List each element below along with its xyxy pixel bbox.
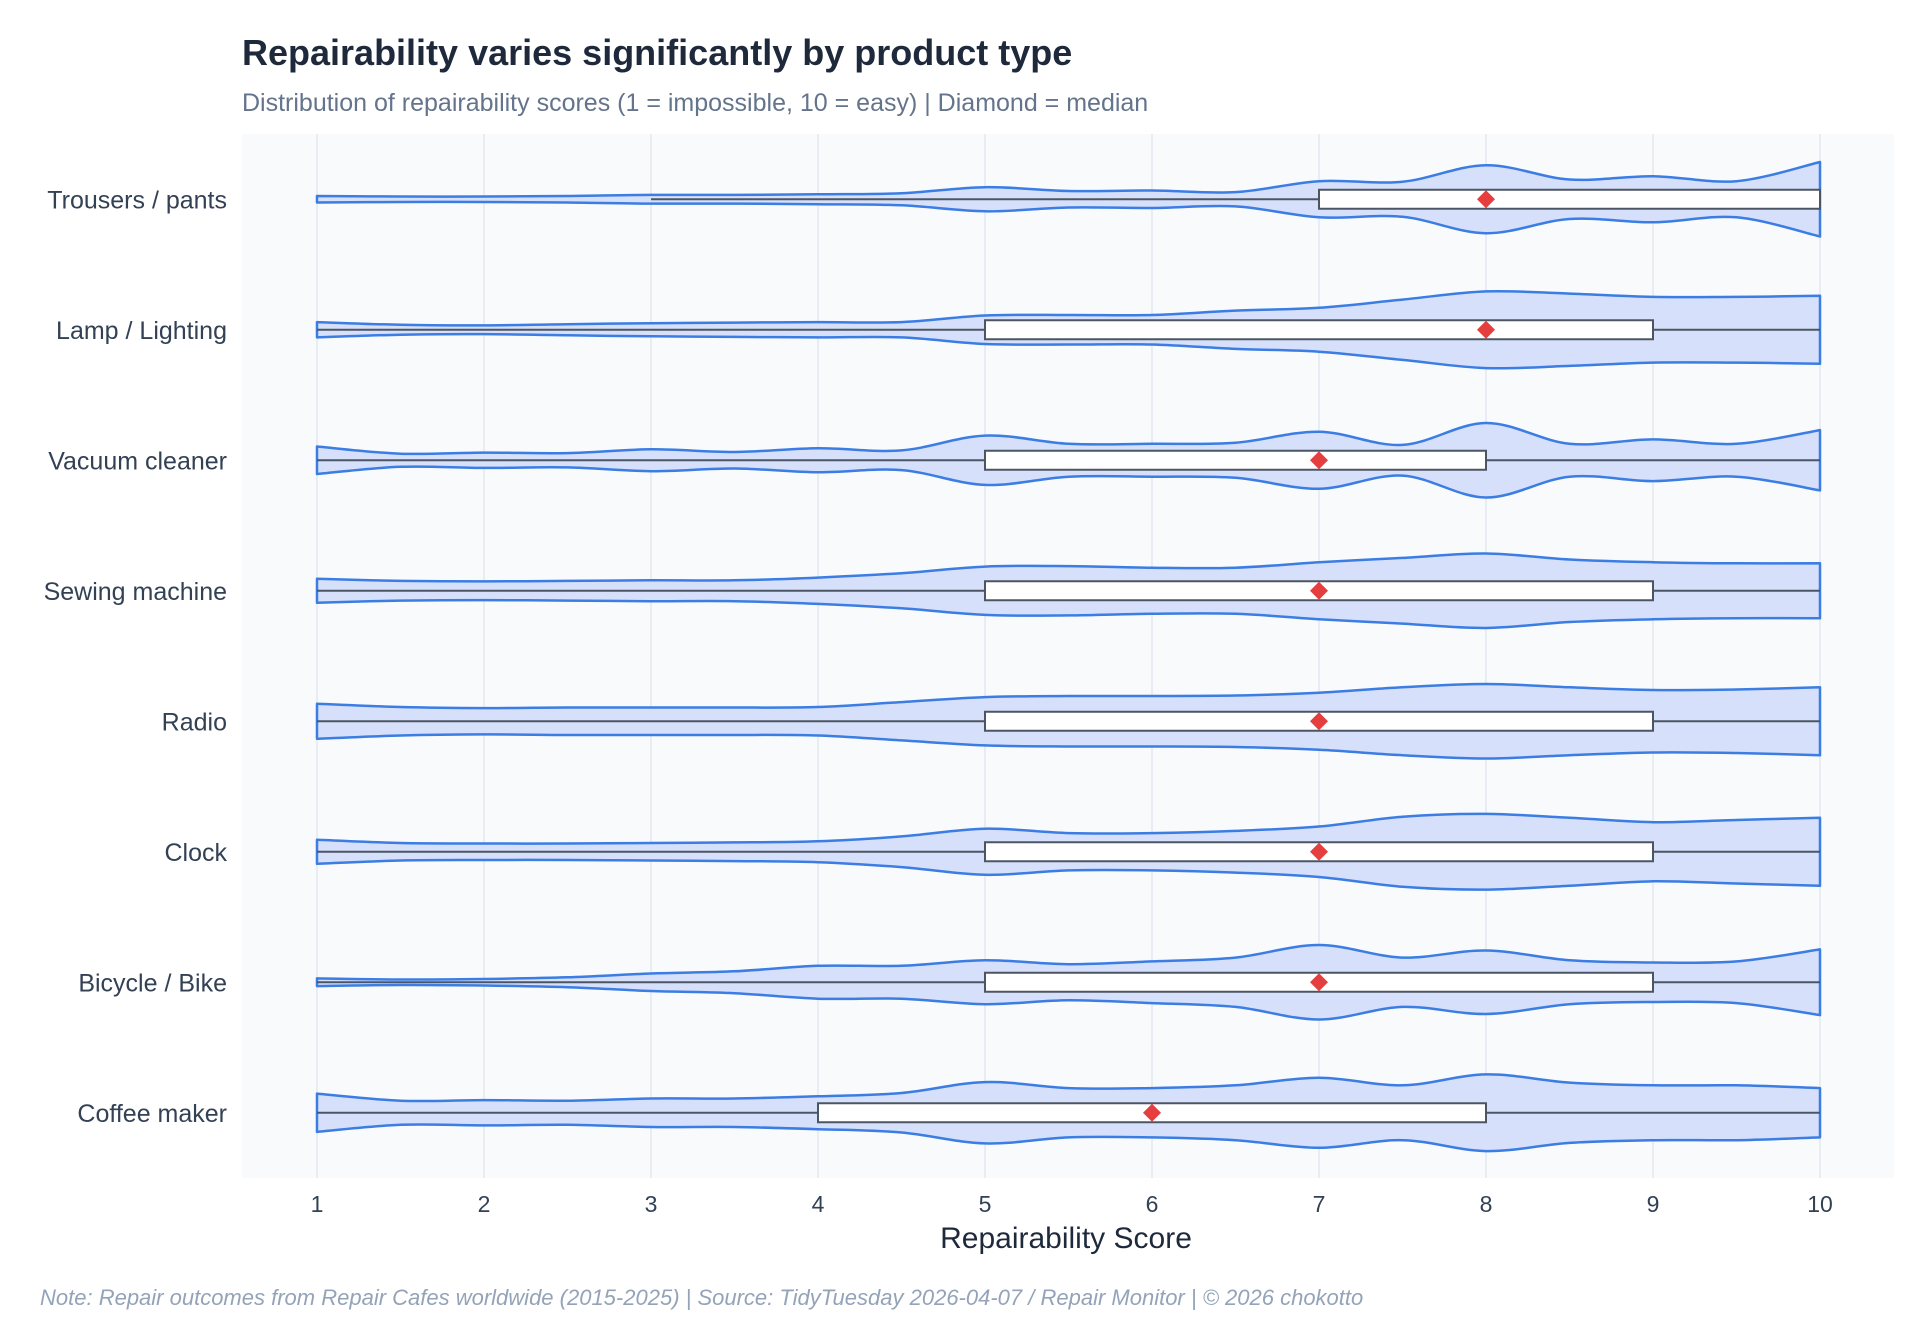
iqr-box (1318, 188, 1821, 210)
category-label: Coffee maker (77, 1100, 227, 1128)
footnote: Note: Repair outcomes from Repair Cafes … (40, 1285, 1363, 1310)
x-tick-label: 3 (645, 1191, 658, 1217)
category-label: Sewing machine (44, 578, 227, 606)
violin-group (315, 682, 1822, 760)
x-tick-label: 8 (1480, 1191, 1493, 1217)
median-diamond (1310, 581, 1328, 600)
x-tick-label: 5 (979, 1191, 992, 1217)
violin-group (315, 552, 1822, 630)
violin-group (315, 289, 1822, 370)
median-diamond (1477, 320, 1495, 339)
x-tick-label: 1 (311, 1191, 324, 1217)
violins (315, 160, 1822, 1153)
iqr-box (984, 319, 1654, 341)
category-labels: Trousers / pants Lamp / Lighting Vacuum cl… (44, 186, 228, 1128)
median-diamond (1310, 842, 1328, 861)
violin-group (315, 421, 1822, 499)
category-label: Radio (162, 708, 227, 736)
violin-group (315, 943, 1822, 1021)
x-tick-label: 2 (478, 1191, 491, 1217)
violin-group (315, 1073, 1822, 1153)
violin-group (315, 160, 1822, 238)
category-label: Bicycle / Bike (78, 969, 227, 997)
x-tick-labels: 1 2 3 4 5 6 7 8 9 10 (311, 1191, 1833, 1217)
chart-subtitle: Distribution of repairability scores (1 … (242, 89, 1148, 117)
violin-group (315, 812, 1822, 891)
chart-title: Repairability varies significantly by pr… (242, 32, 1072, 73)
x-tick-label: 7 (1313, 1191, 1326, 1217)
median-diamond (1310, 973, 1328, 992)
iqr-box (984, 449, 1487, 471)
plot-background (242, 134, 1894, 1178)
category-label: Clock (164, 839, 227, 867)
x-tick-label: 9 (1647, 1191, 1660, 1217)
x-tick-label: 6 (1146, 1191, 1159, 1217)
median-diamond (1477, 190, 1495, 209)
category-label: Lamp / Lighting (56, 317, 227, 345)
x-tick-label: 10 (1807, 1191, 1833, 1217)
category-label: Trousers / pants (47, 186, 227, 214)
category-label: Vacuum cleaner (48, 447, 227, 475)
x-axis-title: Repairability Score (940, 1222, 1192, 1255)
median-diamond (1143, 1103, 1161, 1122)
x-tick-label: 4 (812, 1191, 825, 1217)
median-diamond (1310, 712, 1328, 731)
median-diamond (1310, 451, 1328, 470)
